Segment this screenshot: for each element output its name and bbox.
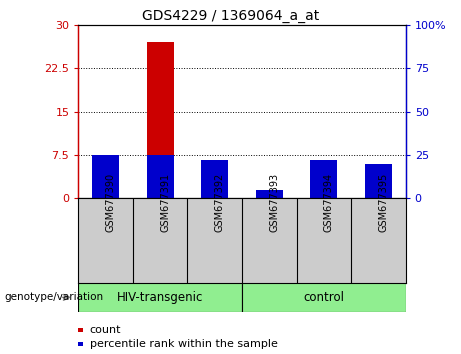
Text: percentile rank within the sample: percentile rank within the sample [89,339,278,349]
Bar [310,160,337,198]
Bar [365,164,392,198]
Bar [310,169,337,198]
Bar [92,184,119,198]
Text: GSM677390: GSM677390 [106,173,116,232]
Bar [256,195,283,198]
Text: GSM677392: GSM677392 [215,173,225,232]
Text: GSM677391: GSM677391 [160,173,170,232]
FancyBboxPatch shape [78,283,242,312]
Text: HIV-transgenic: HIV-transgenic [117,291,203,304]
Bar [365,169,392,198]
Bar [92,155,119,198]
Text: genotype/variation: genotype/variation [5,292,104,302]
Text: GSM677395: GSM677395 [378,173,389,232]
Bar [201,160,228,198]
Text: GSM677394: GSM677394 [324,173,334,232]
Bar [201,185,228,198]
Text: GDS4229 / 1369064_a_at: GDS4229 / 1369064_a_at [142,9,319,23]
Bar [147,42,174,198]
Bar [147,155,174,198]
Text: GSM677393: GSM677393 [269,173,279,232]
Text: count: count [89,325,121,335]
FancyBboxPatch shape [242,283,406,312]
Text: control: control [303,291,344,304]
Bar [256,190,283,198]
